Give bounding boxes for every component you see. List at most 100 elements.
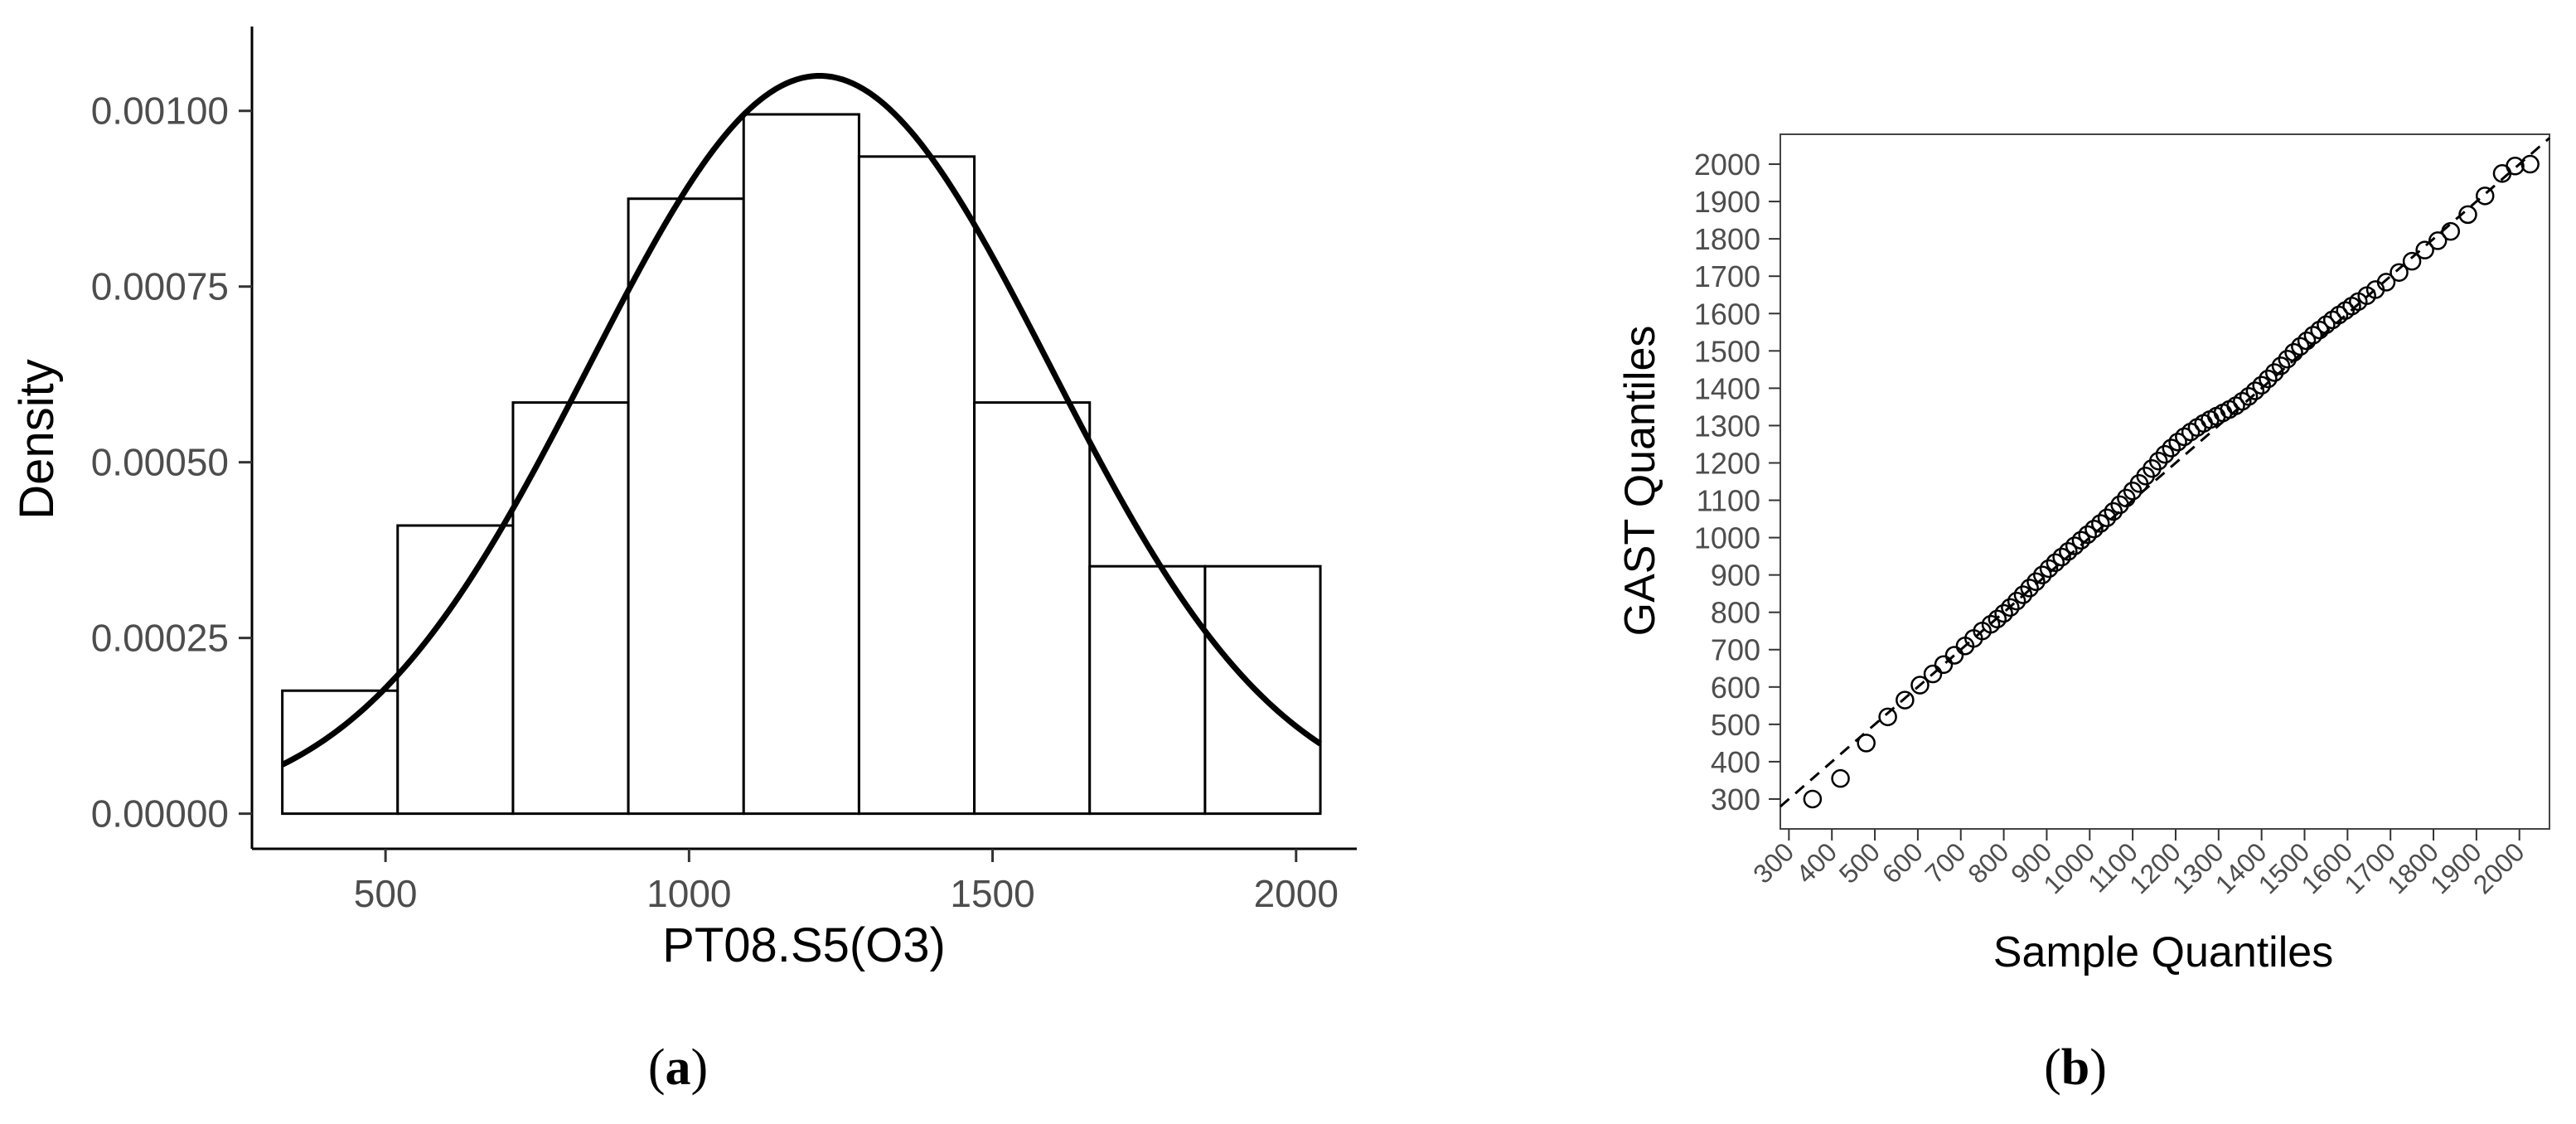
- qq-point: [2458, 205, 2477, 225]
- qq-point: [2390, 263, 2409, 282]
- qq-point: [2252, 375, 2271, 395]
- histogram-bar: [742, 113, 860, 816]
- qq-point: [2097, 508, 2117, 527]
- y-tick-label: 600: [1711, 671, 1760, 705]
- histogram-bar: [396, 524, 515, 816]
- qq-point: [2032, 565, 2052, 584]
- x-tick-label: 2000: [2467, 836, 2530, 899]
- y-tick-label: 1200: [1694, 446, 1760, 480]
- panel-label-letter: b: [2061, 1039, 2089, 1096]
- qq-point: [2278, 349, 2298, 369]
- qq-point: [2259, 369, 2278, 389]
- y-tick-label: 1600: [1694, 297, 1760, 331]
- y-tick-label: 1700: [1694, 259, 1760, 293]
- histogram-bars: [281, 113, 1322, 816]
- y-tick-label: 700: [1711, 633, 1760, 667]
- x-axis-title: PT08.S5(O3): [662, 918, 946, 972]
- qq-point: [2271, 356, 2291, 375]
- qq-point: [2415, 240, 2434, 259]
- histogram-bar: [973, 401, 1092, 816]
- y-tick-label: 0.00025: [91, 617, 229, 660]
- x-tick-label: 800: [1962, 836, 2014, 889]
- y-tick-label: 1400: [1694, 371, 1760, 405]
- qq-point: [1878, 707, 1897, 727]
- x-tick-label: 600: [1876, 836, 1929, 889]
- histogram-bar: [857, 155, 976, 816]
- qq-point: [2428, 231, 2448, 250]
- y-tick-label: 2000: [1694, 148, 1760, 182]
- qq-point: [2284, 342, 2303, 362]
- qq-point: [2168, 432, 2187, 452]
- qq-points: [1803, 154, 2540, 809]
- qq-point: [2085, 519, 2104, 539]
- panel-label-open: (: [648, 1039, 666, 1096]
- qq-point: [2297, 331, 2317, 351]
- y-tick-label: 1900: [1694, 185, 1760, 219]
- qq-point: [1857, 734, 1876, 753]
- qq-point: [1934, 655, 1954, 675]
- qq-point: [2104, 501, 2123, 521]
- qq-point: [2148, 451, 2168, 471]
- qq-point: [2245, 381, 2265, 400]
- qq-point: [1994, 603, 2013, 623]
- qq-point: [2291, 337, 2310, 356]
- histogram-bar: [511, 401, 630, 816]
- qq-point: [2520, 154, 2540, 174]
- qq-point: [1910, 676, 1930, 695]
- qq-point: [1981, 614, 2001, 634]
- y-tick-label: 0.00100: [91, 90, 229, 133]
- y-axis-title: GAST Quantiles: [1616, 326, 1664, 637]
- x-axis-ticks: 500 1000 1500 2000: [354, 849, 1339, 915]
- y-tick-label: 1300: [1694, 409, 1760, 443]
- qq-point: [2090, 514, 2110, 533]
- qq-point: [2162, 438, 2181, 458]
- qq-point: [2020, 579, 2039, 598]
- qq-point: [2065, 536, 2085, 555]
- x-axis-title: Sample Quantiles: [1993, 928, 2333, 976]
- qq-point: [1923, 664, 1943, 684]
- qq-point: [2001, 598, 2020, 618]
- qq-point: [2376, 273, 2396, 292]
- y-tick-label: 800: [1711, 596, 1760, 630]
- qq-point: [1896, 690, 1915, 710]
- qq-point: [1988, 609, 2007, 629]
- y-tick-label: 0.00075: [91, 265, 229, 308]
- y-tick-label: 400: [1711, 745, 1760, 779]
- histogram-panel: 500 1000 1500 2000 0.00000 0.00025 0.00050 0.0…: [10, 27, 1357, 1096]
- qq-point: [2441, 221, 2461, 241]
- qq-point: [2110, 495, 2129, 515]
- y-axis-title: Density: [10, 359, 64, 519]
- y-tick-label: 1800: [1694, 222, 1760, 256]
- qq-point: [1944, 646, 1964, 665]
- qq-point: [2506, 157, 2525, 176]
- qq-point: [2007, 591, 2026, 611]
- x-axis-ticks: 3004005006007008009001000110012001300140…: [1747, 829, 2530, 899]
- qq-point: [2264, 363, 2284, 382]
- qq-point: [2059, 542, 2078, 561]
- panel-label-letter: a: [666, 1039, 691, 1096]
- plot-frame: [1779, 133, 2550, 830]
- y-tick-label: 300: [1711, 782, 1760, 816]
- y-tick-label: 500: [1711, 708, 1760, 742]
- x-tick-label: 400: [1790, 836, 1842, 889]
- y-tick-label: 1100: [1697, 484, 1760, 518]
- qq-point: [2078, 525, 2097, 545]
- panel-label-open: (: [2044, 1039, 2061, 1096]
- x-tick-label: 300: [1747, 836, 1799, 889]
- reference-line: [1779, 137, 2550, 808]
- qq-point: [2013, 585, 2033, 604]
- qq-point: [1803, 789, 1823, 809]
- y-tick-label: 0.00050: [91, 441, 229, 484]
- y-tick-label: 0.00000: [91, 792, 229, 836]
- x-tick-label: 500: [1833, 836, 1886, 889]
- histogram-bar: [627, 197, 745, 816]
- normal-density-curve: [281, 73, 1323, 768]
- qq-point: [2039, 559, 2059, 579]
- x-tick-label: 500: [354, 872, 418, 915]
- qq-plot-panel: 3004005006007008009001000110012001300140…: [1616, 133, 2550, 1096]
- qq-point: [1831, 768, 1850, 788]
- qq-point: [2303, 326, 2323, 345]
- panel-label-close: ): [691, 1039, 709, 1096]
